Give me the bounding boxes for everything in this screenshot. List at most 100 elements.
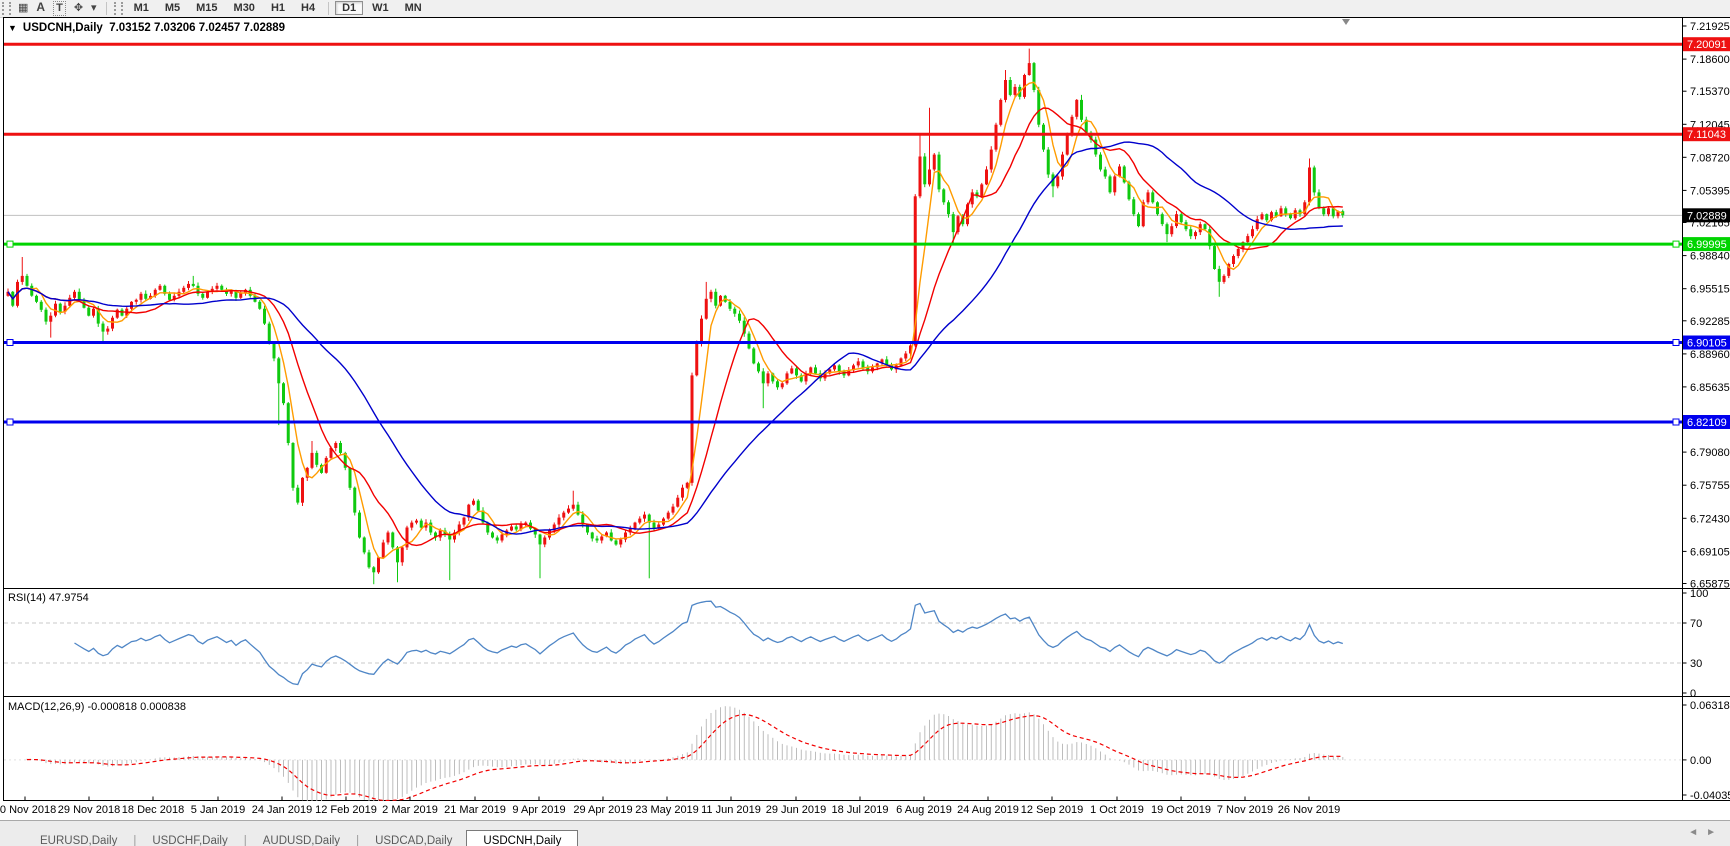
svg-text:7.08720: 7.08720	[1690, 152, 1730, 164]
chart-tab-audusd[interactable]: AUDUSD,Daily	[262, 835, 341, 846]
toolbar-drag-handle[interactable]	[2, 2, 11, 15]
svg-text:7.11043: 7.11043	[1687, 129, 1726, 141]
hline-price-label: 7.20091	[1683, 37, 1730, 52]
timeframe-button-w1[interactable]: W1	[372, 2, 389, 14]
svg-text:6.95515: 6.95515	[1690, 284, 1730, 296]
timeframe-button-h1[interactable]: H1	[270, 2, 285, 14]
font-tool-icon[interactable]: A	[36, 0, 46, 14]
hline-price-label: 6.99995	[1683, 237, 1730, 252]
ma-fast-orange	[7, 81, 1343, 560]
svg-text:100: 100	[1690, 588, 1708, 600]
timeframe-button-h4[interactable]: H4	[301, 2, 316, 14]
chart-collapse-icon[interactable]: ▼	[8, 23, 17, 33]
chart-tab-eurusd[interactable]: EURUSD,Daily	[40, 835, 118, 846]
svg-text:7.15370: 7.15370	[1690, 86, 1730, 98]
timeframe-button-m5[interactable]: M5	[164, 2, 181, 14]
timeframe-button-m30[interactable]: M30	[233, 2, 255, 14]
svg-text:6.85635: 6.85635	[1690, 382, 1730, 394]
macd-signal-line	[26, 713, 1343, 801]
hline-6.82109[interactable]	[4, 418, 1683, 426]
ma-mid-red	[7, 107, 1343, 547]
chart-title: ▼ USDCNH,Daily 7.03152 7.03206 7.02457 7.…	[8, 22, 285, 34]
date-tick-label: 29 Jun 2019	[765, 804, 827, 816]
date-tick-marks	[24, 796, 1310, 801]
date-tick-label: 1 Oct 2019	[1090, 804, 1144, 816]
hline-price-label: 6.82109	[1683, 415, 1730, 429]
svg-text:6.79080: 6.79080	[1690, 447, 1730, 459]
date-tick-label: 11 Jun 2019	[701, 804, 761, 816]
chart-canvas[interactable]: 7.219257.186007.153707.120457.087207.053…	[0, 17, 1730, 801]
timeframe-group: M1 M5 M15 M30 H1 H4 D1 W1 MN	[126, 1, 430, 16]
hline-6.99995[interactable]	[4, 240, 1683, 248]
tab-separator: |	[133, 835, 137, 846]
svg-text:7.05395: 7.05395	[1690, 185, 1730, 197]
hline-price-label: 6.90105	[1683, 335, 1730, 350]
svg-text:6.75755: 6.75755	[1690, 480, 1730, 492]
date-axis: 10 Nov 2018 29 Nov 2018 18 Dec 2018 5 Jan 2…	[0, 801, 1730, 820]
date-tick-label: 2 Mar 2019	[382, 804, 438, 816]
date-tick-label: 12 Sep 2019	[1020, 804, 1084, 816]
timeframe-drag-handle[interactable]	[113, 2, 123, 15]
svg-text:6.99995: 6.99995	[1687, 239, 1727, 251]
date-tick-label: 24 Jan 2019	[251, 804, 313, 816]
chart-tab-usdcnh[interactable]: USDCNH,Daily	[466, 830, 579, 846]
svg-text:6.72430: 6.72430	[1690, 513, 1730, 525]
tab-scroll-right-icon[interactable]: ►	[1706, 827, 1724, 838]
rsi-panel-border	[3, 588, 1683, 697]
date-tick-label: 5 Jan 2019	[190, 804, 246, 816]
tab-separator: |	[356, 835, 360, 846]
price-axis: 7.219257.186007.153707.120457.087207.053…	[1682, 21, 1730, 591]
svg-text:6.98840: 6.98840	[1690, 251, 1730, 263]
timeframe-button-m15[interactable]: M15	[196, 2, 218, 14]
svg-text:70: 70	[1690, 618, 1702, 630]
hline-handle	[1672, 418, 1680, 426]
date-tick-label: 23 May 2019	[635, 804, 699, 816]
hline-handle	[1672, 339, 1680, 346]
cursor-tool-icon[interactable]: ✥	[73, 2, 84, 14]
svg-text:30: 30	[1690, 658, 1702, 670]
date-tick-label: 12 Feb 2019	[315, 804, 377, 816]
tab-separator: |	[243, 835, 247, 846]
timeframe-button-m1[interactable]: M1	[133, 2, 149, 14]
date-tick-label: 7 Nov 2019	[1216, 804, 1274, 816]
timeframe-button-mn[interactable]: MN	[404, 2, 422, 14]
svg-text:7.21925: 7.21925	[1690, 21, 1730, 33]
date-tick-label: 26 Nov 2019	[1277, 804, 1341, 816]
macd-panel-border	[3, 696, 1683, 801]
svg-text:6.92285: 6.92285	[1690, 316, 1730, 328]
macd-indicator-label: MACD(12,26,9) -0.000818 0.000838	[8, 701, 186, 713]
hline-handle	[6, 418, 14, 426]
cursor-tool-dropdown-icon[interactable]: ▾	[91, 2, 97, 14]
chart-grid-icon[interactable]: ▦	[18, 2, 29, 14]
svg-text:6.65875: 6.65875	[1690, 579, 1730, 591]
date-tick-label: 29 Apr 2019	[573, 804, 633, 816]
macd-panel: 0.063184 0.00 -0.040355	[4, 700, 1730, 801]
timeframe-separator	[328, 1, 330, 15]
svg-text:7.20091: 7.20091	[1687, 39, 1727, 51]
date-tick-label: 18 Jul 2019	[831, 804, 889, 816]
chart-tab-usdchf[interactable]: USDCHF,Daily	[152, 835, 228, 846]
svg-text:6.88960: 6.88960	[1690, 349, 1730, 361]
hline-6.90105[interactable]	[4, 339, 1683, 346]
chart-tab-usdcad[interactable]: USDCAD,Daily	[375, 835, 453, 846]
timeframe-button-d1[interactable]: D1	[335, 1, 364, 15]
hline-handle	[6, 339, 14, 346]
svg-text:6.82109: 6.82109	[1687, 417, 1727, 429]
chart-shift-marker-icon[interactable]	[1342, 19, 1350, 25]
chart-ohlc-values: 7.03152 7.03206 7.02457 7.02889	[109, 22, 286, 34]
ma-slow-blue	[7, 141, 1343, 535]
svg-text:6.69105: 6.69105	[1690, 546, 1730, 558]
tab-scroll-left-icon[interactable]: ◄	[1688, 827, 1707, 838]
svg-text:0: 0	[1690, 688, 1696, 700]
main-chart-border	[3, 17, 1683, 589]
top-toolbar: ▦ A T ✥ ▾ M1 M5 M15 M30 H1 H4 D1 W1 MN	[0, 0, 1730, 18]
date-tick-label: 19 Oct 2019	[1151, 804, 1211, 816]
date-tick-label: 18 Dec 2018	[121, 804, 185, 816]
date-tick-label: 21 Mar 2019	[444, 804, 506, 816]
date-tick-label: 9 Apr 2019	[512, 804, 566, 816]
text-label-tool-icon[interactable]: T	[53, 1, 66, 16]
svg-text:0.063184: 0.063184	[1690, 700, 1730, 712]
date-tick-label: 29 Nov 2018	[57, 804, 121, 816]
tab-scroll-arrows: ◄►	[1688, 827, 1724, 838]
